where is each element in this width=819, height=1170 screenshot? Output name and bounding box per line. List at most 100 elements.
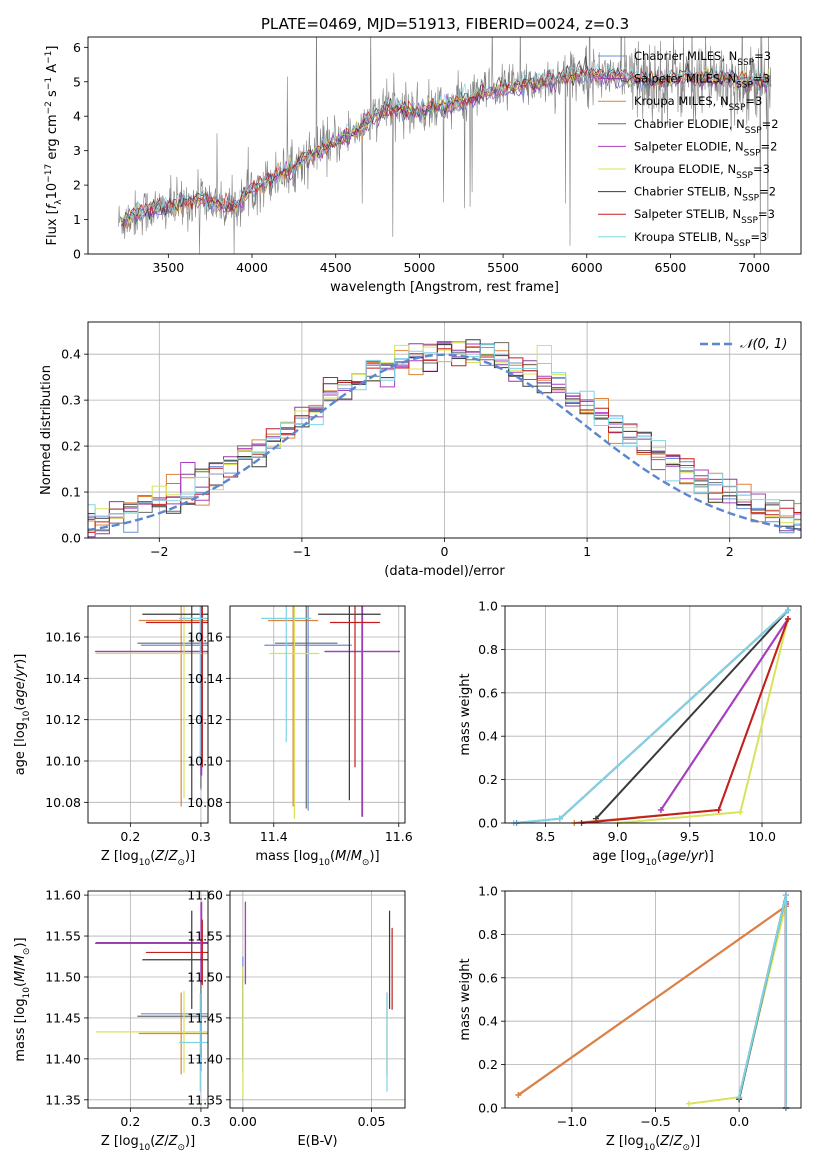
normal-distribution-curve bbox=[87, 353, 802, 532]
data-point bbox=[330, 606, 380, 768]
x-tick-label: 2 bbox=[726, 544, 734, 559]
y-tick-label: 0.1 bbox=[61, 485, 81, 500]
y-tick-label: 11.45 bbox=[45, 1010, 81, 1025]
x-tick-label: 7000 bbox=[738, 260, 770, 275]
residual-histogram bbox=[88, 344, 801, 525]
mass-weight-line bbox=[688, 903, 787, 1105]
data-point bbox=[269, 606, 320, 819]
mass-weight-line bbox=[513, 609, 789, 824]
data-point bbox=[145, 606, 208, 768]
x-tick-label: 8.5 bbox=[535, 829, 555, 844]
x-tick-label: 6000 bbox=[571, 260, 603, 275]
y-tick-label: 0.0 bbox=[61, 531, 81, 546]
x-tick-label: 0.05 bbox=[358, 1114, 386, 1129]
mass-weight-marker bbox=[556, 815, 563, 822]
legend-label: Kroupa STELIB, NSSP=3 bbox=[634, 230, 767, 249]
mass_vs_Z-panel: 0.2 0.3 11.35 11.40 11.45 11.50 11.55 11.60 Z [l… bbox=[13, 888, 211, 1153]
y-axis-label: age [log10(age/yr)] bbox=[13, 654, 32, 776]
y-tick-label: 6 bbox=[73, 40, 81, 55]
x-tick-label: 1 bbox=[583, 544, 591, 559]
x-tick-label: 0.3 bbox=[191, 1114, 211, 1129]
x-tick-label: 6500 bbox=[655, 260, 687, 275]
x-tick-label: −1 bbox=[293, 544, 311, 559]
x-tick-label: 11.6 bbox=[385, 829, 413, 844]
x-tick-label: 11.4 bbox=[260, 829, 288, 844]
y-tick-label: 10.12 bbox=[187, 712, 223, 727]
y-tick-label: 5 bbox=[73, 74, 81, 89]
model-spectrum-line bbox=[121, 56, 771, 228]
y-tick-label: 0.8 bbox=[478, 927, 498, 942]
y-tick-label: 2 bbox=[73, 178, 81, 193]
y-tick-label: 11.50 bbox=[187, 969, 223, 984]
x-tick-label: 4500 bbox=[320, 260, 352, 275]
data-point bbox=[138, 992, 208, 1075]
legend-label: Salpeter MILES, NSSP=3 bbox=[634, 72, 770, 91]
y-tick-label: 11.60 bbox=[45, 888, 81, 903]
y-tick-label: 0.2 bbox=[478, 772, 498, 787]
residual-histogram bbox=[88, 339, 801, 530]
y-tick-label: 11.60 bbox=[187, 888, 223, 903]
mass-weight-marker bbox=[515, 1091, 522, 1098]
y-tick-label: 11.40 bbox=[45, 1051, 81, 1066]
x-axis-label: mass [log10(M/M⊙)] bbox=[255, 849, 379, 868]
age_vs_mass-panel: 11.4 11.6 10.08 10.10 10.12 10.14 10.16 mass [l… bbox=[187, 605, 413, 868]
y-axis-label: mass [log10(M/M⊙)] bbox=[13, 937, 32, 1061]
y-tick-label: 1 bbox=[73, 212, 81, 227]
y-tick-label: 0.0 bbox=[478, 1101, 498, 1116]
plot-frame bbox=[87, 890, 209, 1109]
data-point bbox=[264, 606, 352, 811]
x-axis-label: (data-model)/error bbox=[384, 564, 505, 579]
x-tick-label: −1.0 bbox=[557, 1114, 587, 1129]
x-tick-label: 0 bbox=[441, 544, 449, 559]
data-point bbox=[179, 606, 208, 764]
data-point bbox=[142, 910, 208, 1009]
y-tick-label: 10.10 bbox=[187, 754, 223, 769]
x-tick-label: 0.00 bbox=[229, 1114, 257, 1129]
data-point bbox=[324, 606, 400, 817]
data-point bbox=[138, 606, 208, 807]
x-tick-label: 10.0 bbox=[748, 829, 776, 844]
data-point bbox=[142, 606, 208, 801]
data-point bbox=[261, 606, 312, 743]
residual-histogram bbox=[88, 342, 801, 538]
mass-weight-marker bbox=[685, 1100, 692, 1107]
y-tick-label: 10.10 bbox=[45, 754, 81, 769]
x-tick-label: 0.0 bbox=[729, 1114, 749, 1129]
y-tick-label: 11.35 bbox=[45, 1092, 81, 1107]
weight_vs_Z-panel: −1.0 −0.5 0.0 0.0 0.2 0.4 0.6 0.8 1.0 Z [log10(Z/… bbox=[458, 884, 802, 1153]
y-tick-label: 0.4 bbox=[61, 347, 81, 362]
weight_vs_age-panel: 8.5 9.0 9.5 10.0 0.0 0.2 0.4 0.6 0.8 1.0 age [log1… bbox=[458, 599, 802, 868]
x-axis-label: E(B-V) bbox=[297, 1134, 337, 1149]
plot-frame bbox=[229, 605, 406, 824]
x-tick-label: 9.5 bbox=[680, 829, 700, 844]
mass-weight-line bbox=[516, 609, 789, 824]
model-spectrum-line bbox=[121, 63, 771, 220]
legend-label: Kroupa ELODIE, NSSP=3 bbox=[634, 162, 770, 181]
y-tick-label: 11.40 bbox=[187, 1051, 223, 1066]
data-point bbox=[179, 993, 208, 1092]
model-spectrum-line bbox=[121, 69, 771, 230]
x-tick-label: 0.2 bbox=[120, 1114, 140, 1129]
model-spectrum-line bbox=[121, 67, 771, 223]
x-tick-label: 5500 bbox=[487, 260, 519, 275]
residuals-panel: −2 −1 0 1 2 0.0 0.1 0.2 0.3 0.4 (data-model)/error… bbox=[39, 321, 802, 579]
legend-label: Chabrier ELODIE, NSSP=2 bbox=[634, 117, 779, 136]
y-tick-label: 3 bbox=[73, 143, 81, 158]
mass-weight-marker bbox=[715, 806, 722, 813]
mass_vs_ebv-panel: 0.00 0.05 11.35 11.40 11.45 11.50 11.55 11.60 E(… bbox=[187, 888, 406, 1149]
y-tick-label: 0.4 bbox=[478, 729, 498, 744]
plot-frame bbox=[87, 605, 209, 824]
data-point bbox=[145, 919, 208, 986]
x-tick-label: −2 bbox=[150, 544, 168, 559]
y-tick-label: 4 bbox=[73, 109, 81, 124]
x-tick-label: 3500 bbox=[152, 260, 184, 275]
y-tick-label: 11.55 bbox=[187, 929, 223, 944]
y-tick-label: 11.55 bbox=[45, 929, 81, 944]
mass-weight-line bbox=[595, 609, 789, 820]
y-axis-label: Flux [fλ10−17 erg cm−2 s−1 A−1] bbox=[44, 46, 64, 246]
y-tick-label: 10.12 bbox=[45, 712, 81, 727]
plot-frame bbox=[504, 605, 802, 824]
legend-label: Chabrier MILES, NSSP=3 bbox=[634, 49, 771, 68]
plot-frame bbox=[229, 890, 406, 1109]
data-point bbox=[318, 606, 381, 801]
